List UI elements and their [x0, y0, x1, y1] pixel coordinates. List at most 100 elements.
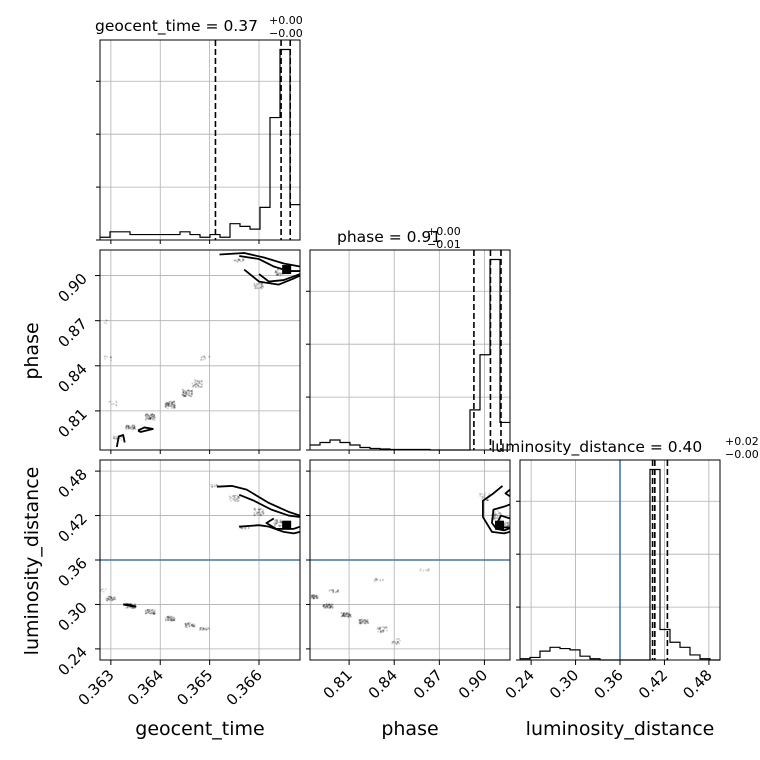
sample-point	[202, 355, 205, 358]
sample-point	[238, 258, 241, 261]
sample-point	[363, 619, 366, 622]
sample-point	[331, 603, 333, 606]
sample-point	[359, 622, 362, 625]
x-tick-label: 0.363	[75, 666, 118, 709]
sample-point	[187, 622, 190, 624]
sample-point	[186, 389, 189, 392]
sample-point	[254, 285, 257, 288]
sample-point	[150, 611, 153, 614]
sample-point	[167, 616, 169, 618]
sample-point	[151, 608, 154, 611]
sample-point	[237, 496, 240, 498]
sample-point	[182, 390, 185, 393]
sample-point	[381, 626, 384, 628]
sample-point	[149, 612, 152, 615]
sample-point	[106, 356, 108, 358]
sample-point	[173, 616, 175, 619]
sample-point	[190, 392, 193, 394]
sample-point	[172, 617, 175, 620]
sample-point	[148, 417, 151, 420]
sample-point	[324, 606, 327, 609]
sample-point	[315, 595, 317, 597]
sample-point	[276, 273, 279, 275]
sample-point	[495, 514, 497, 517]
sample-point	[153, 612, 156, 615]
sample-point	[348, 614, 351, 617]
sample-point	[247, 526, 250, 529]
sample-point	[165, 401, 168, 404]
sample-point	[172, 401, 175, 404]
sample-point	[184, 622, 187, 625]
sample-point	[193, 383, 196, 386]
sample-point	[275, 271, 277, 274]
sample-point	[144, 610, 147, 613]
sample-point	[111, 598, 114, 601]
sample-point	[275, 522, 278, 525]
sample-point	[127, 425, 130, 427]
sample-point	[316, 596, 319, 599]
sample-point	[237, 258, 240, 261]
sample-point	[182, 388, 185, 391]
contour-line	[482, 485, 511, 535]
sample-point	[311, 594, 313, 597]
sample-point	[173, 619, 176, 622]
title-value: 0.37	[223, 17, 258, 35]
sample-point	[237, 497, 240, 500]
sample-point	[113, 436, 116, 439]
sample-point	[364, 620, 367, 622]
sample-point	[110, 356, 112, 359]
sample-point	[168, 401, 171, 404]
sample-point	[493, 514, 496, 517]
sample-point	[274, 270, 277, 273]
sample-point	[133, 427, 136, 430]
sample-point	[276, 521, 279, 524]
sample-point	[340, 612, 343, 615]
sample-point	[167, 403, 170, 406]
sample-point	[276, 519, 279, 521]
sample-point	[279, 518, 282, 521]
sample-point	[375, 579, 378, 582]
sample-point	[120, 439, 123, 442]
sample-point	[168, 403, 171, 406]
sample-point	[170, 405, 173, 407]
histogram-bar	[160, 235, 170, 240]
sample-point	[258, 287, 261, 290]
sample-point	[149, 417, 151, 420]
sample-point	[349, 614, 352, 617]
sample-point	[342, 613, 345, 616]
sample-point	[482, 495, 485, 498]
sample-point	[134, 604, 137, 606]
sample-point	[243, 527, 246, 530]
sample-point	[191, 393, 194, 396]
sample-point	[199, 358, 202, 361]
sample-point	[275, 522, 278, 525]
sample-point	[279, 521, 282, 524]
sample-point	[508, 524, 510, 526]
sample-point	[147, 610, 150, 613]
sample-point	[278, 273, 281, 276]
sample-point	[182, 393, 185, 396]
sample-point	[112, 598, 115, 601]
sample-point	[331, 606, 334, 609]
sample-point	[133, 426, 136, 429]
sample-point	[197, 384, 200, 387]
sample-point	[173, 406, 176, 409]
sample-point	[193, 623, 196, 626]
sample-point	[342, 612, 345, 614]
sample-point	[166, 618, 169, 621]
sample-point	[197, 380, 200, 383]
sample-point	[336, 590, 339, 593]
sample-point	[279, 520, 282, 522]
sample-point	[167, 403, 170, 406]
sample-point	[363, 622, 366, 624]
sample-point	[366, 621, 369, 624]
sample-point	[259, 283, 262, 286]
y-axis-label-phase: phase	[21, 322, 43, 379]
sample-point	[146, 611, 149, 614]
sample-point	[315, 597, 318, 600]
sample-point	[168, 619, 170, 621]
sample-point	[325, 605, 328, 608]
sample-point	[313, 597, 315, 600]
sample-point	[499, 512, 502, 514]
sample-point	[484, 492, 487, 495]
